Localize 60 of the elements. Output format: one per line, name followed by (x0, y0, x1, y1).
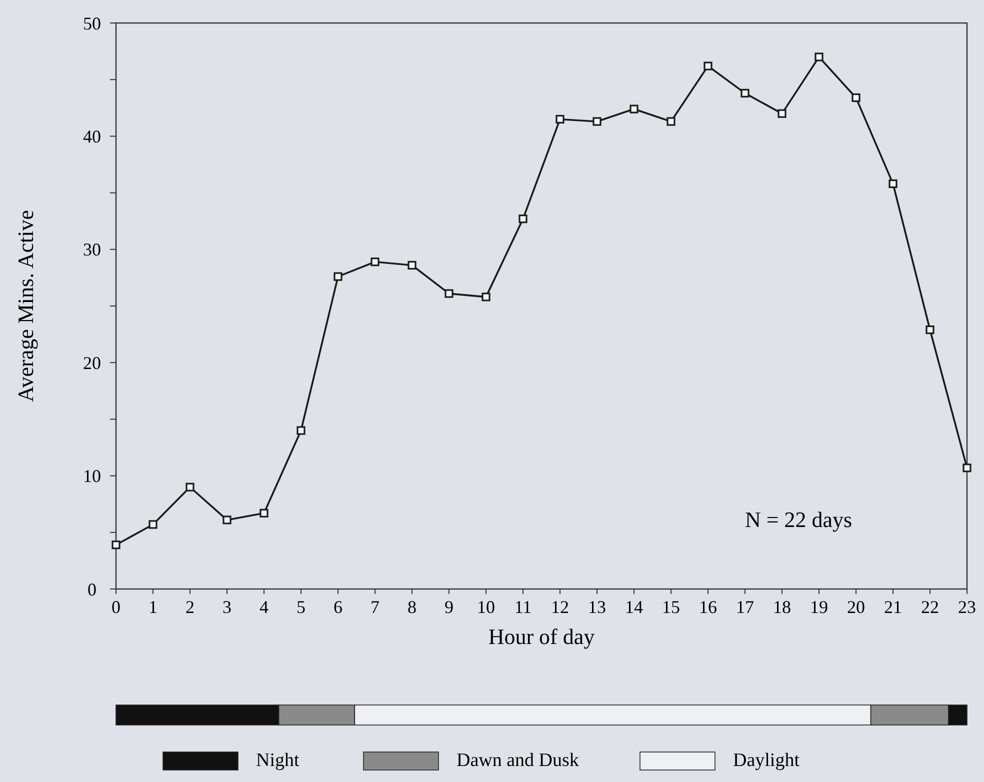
x-tick-label: 5 (296, 597, 306, 617)
x-tick-label: 10 (477, 597, 495, 617)
x-tick-label: 9 (444, 597, 454, 617)
point (334, 272, 342, 281)
point (740, 88, 750, 98)
x-tick-label: 17 (736, 597, 754, 617)
point (518, 214, 528, 224)
x-tick-label: 13 (588, 597, 606, 617)
point (296, 426, 306, 435)
x-tick-label: 18 (773, 597, 791, 617)
legend-label: Daylight (733, 750, 800, 771)
x-tick-label: 20 (847, 597, 865, 617)
y-tick-label: 10 (83, 466, 101, 486)
point (482, 292, 490, 302)
y-tick-label: 40 (83, 126, 101, 146)
x-tick-label: 8 (408, 597, 416, 617)
x-tick-label: 21 (884, 597, 902, 617)
x-tick-label: 22 (921, 597, 939, 617)
point (186, 482, 194, 492)
x-tick-label: 4 (260, 597, 268, 617)
x-tick-label: 14 (625, 597, 643, 617)
point (592, 117, 602, 126)
y-axis-title: Average Mins. Active (13, 210, 38, 402)
x-tick-label: 16 (699, 597, 717, 617)
x-tick-label: 23 (958, 597, 976, 617)
point (630, 104, 638, 114)
x-tick-label: 6 (334, 597, 342, 617)
point (666, 117, 676, 126)
point (444, 289, 454, 298)
point (852, 93, 860, 102)
legend-label: Night (256, 750, 300, 771)
y-tick-label: 50 (83, 13, 101, 34)
y-tick-label: 0 (88, 579, 96, 600)
point (778, 109, 786, 118)
annotation: N = 22 days (745, 507, 852, 532)
x-tick-label: 19 (810, 597, 828, 617)
point (148, 520, 158, 529)
legend-label: Dawn and Dusk (456, 750, 580, 771)
x-tick-label: 3 (222, 597, 232, 617)
x-tick-label: 11 (514, 597, 532, 617)
point (962, 464, 972, 472)
x-tick-label: 2 (186, 597, 194, 617)
y-tick-label: 20 (83, 352, 101, 373)
point (704, 62, 712, 70)
x-tick-label: 0 (112, 597, 120, 617)
point (408, 260, 416, 270)
point (888, 179, 898, 188)
point (260, 508, 268, 518)
x-tick-label: 15 (662, 597, 680, 617)
point (814, 52, 824, 62)
x-axis-title: Hour of day (488, 624, 595, 649)
x-tick-label: 1 (148, 597, 158, 617)
x-tick-label: 12 (551, 597, 569, 617)
point (112, 540, 120, 550)
point (370, 258, 380, 266)
point (556, 114, 564, 124)
point (926, 325, 934, 334)
point (222, 516, 232, 524)
x-tick-label: 7 (370, 597, 380, 617)
y-tick-label: 30 (83, 240, 101, 260)
